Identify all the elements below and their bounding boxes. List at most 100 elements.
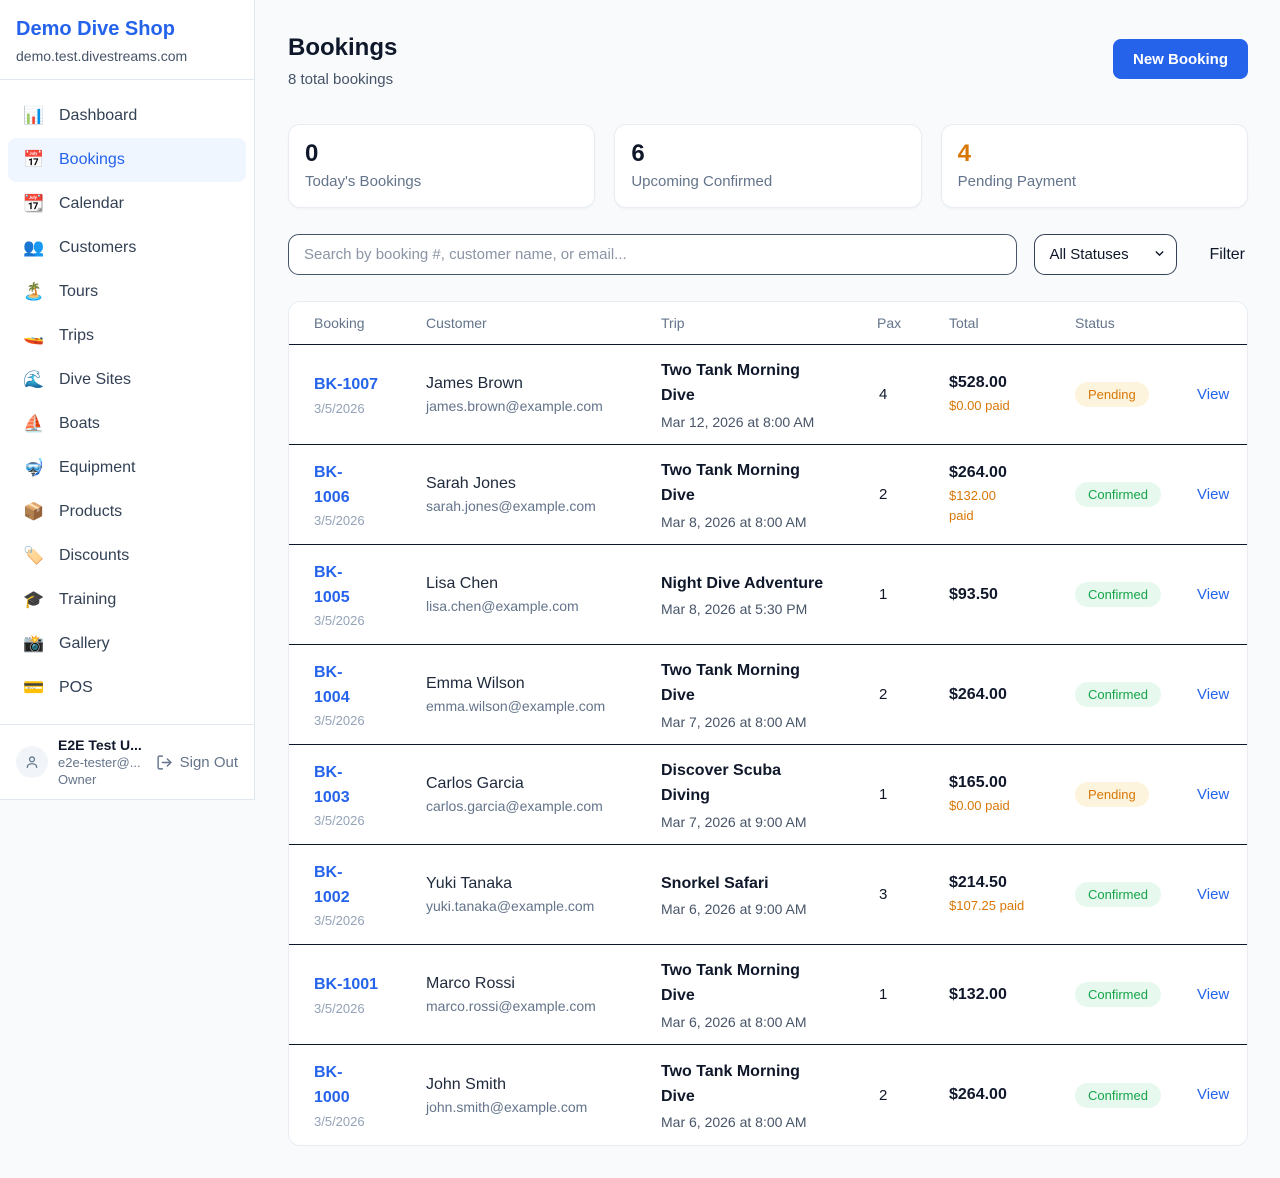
user-info: E2E Test U... e2e-tester@... Owner	[58, 737, 146, 787]
booking-date: 3/5/2026	[314, 513, 365, 529]
customer-email: yuki.tanaka@example.com	[426, 898, 595, 914]
booking-id-link[interactable]: BK- 1005	[314, 563, 350, 606]
filter-row: All Statuses Filter	[288, 234, 1248, 275]
status-badge: Confirmed	[1075, 982, 1161, 1007]
tag-icon: 🏷️	[23, 546, 45, 565]
diving-mask-icon: 🤿	[23, 458, 45, 477]
total-amount: $264.00	[949, 685, 1007, 703]
pax-count: 2	[879, 1086, 888, 1104]
status-select[interactable]: All Statuses	[1034, 234, 1178, 275]
view-link[interactable]: View	[1197, 985, 1230, 1003]
search-input[interactable]	[288, 234, 1018, 275]
stat-card-pending-payment: 4 Pending Payment	[940, 124, 1248, 208]
sidebar-item-equipment[interactable]: 🤿 Equipment	[8, 446, 246, 490]
stats-row: 0 Today's Bookings 6 Upcoming Confirmed …	[288, 124, 1248, 208]
view-link[interactable]: View	[1197, 685, 1230, 703]
view-link[interactable]: View	[1197, 585, 1230, 603]
booking-date: 3/5/2026	[314, 1113, 365, 1129]
status-badge: Pending	[1075, 782, 1149, 807]
sidebar-item-pos[interactable]: 💳 POS	[8, 666, 246, 710]
table-row: BK- 1000 3/5/2026 John Smith john.smith@ex…	[289, 1045, 1247, 1145]
sidebar-header: Demo Dive Shop demo.test.divestreams.com	[0, 0, 254, 80]
customers-icon: 👥	[23, 238, 45, 257]
stat-value: 0	[305, 140, 319, 167]
booking-id-link[interactable]: BK- 1003	[314, 763, 350, 806]
booking-date: 3/5/2026	[314, 613, 365, 629]
view-link[interactable]: View	[1197, 885, 1230, 903]
sign-out-icon	[157, 754, 172, 770]
sidebar-item-label: Discounts	[59, 547, 130, 564]
sign-out-label: Sign Out	[179, 753, 238, 771]
customer-name: John Smith	[426, 1075, 507, 1093]
sidebar-item-bookings[interactable]: 📅 Bookings	[8, 138, 246, 182]
user-name: E2E Test U...	[58, 737, 142, 753]
customer-name: Lisa Chen	[426, 575, 499, 592]
sidebar-item-products[interactable]: 📦 Products	[8, 490, 246, 534]
sidebar-item-label: POS	[59, 679, 93, 696]
trip-time: Mar 12, 2026 at 8:00 AM	[661, 413, 815, 430]
customer-email: marco.rossi@example.com	[426, 998, 596, 1014]
col-header-trip: Trip	[661, 315, 685, 331]
bookings-calendar-icon: 📅	[23, 150, 45, 169]
total-amount: $214.50	[949, 873, 1007, 891]
status-badge: Pending	[1075, 382, 1149, 407]
pax-count: 2	[879, 686, 888, 703]
view-link[interactable]: View	[1197, 385, 1230, 403]
sidebar: Demo Dive Shop demo.test.divestreams.com…	[0, 0, 255, 800]
trip-time: Mar 6, 2026 at 8:00 AM	[661, 1114, 807, 1131]
credit-card-icon: 💳	[23, 678, 45, 697]
sidebar-item-calendar[interactable]: 📆 Calendar	[8, 182, 246, 226]
stat-card-upcoming-confirmed: 6 Upcoming Confirmed	[614, 124, 922, 208]
booking-date: 3/5/2026	[314, 913, 365, 929]
sidebar-item-trips[interactable]: 🚤 Trips	[8, 314, 246, 358]
booking-id-link[interactable]: BK-1007	[314, 376, 379, 394]
sidebar-item-dive-sites[interactable]: 🌊 Dive Sites	[8, 358, 246, 402]
sidebar-item-label: Dive Sites	[59, 371, 132, 388]
booking-id-link[interactable]: BK- 1004	[314, 663, 350, 706]
sidebar-item-training[interactable]: 🎓 Training	[8, 578, 246, 622]
customer-name: Sarah Jones	[426, 475, 516, 492]
graduation-cap-icon: 🎓	[23, 590, 45, 609]
col-header-customer: Customer	[426, 315, 487, 331]
new-booking-button[interactable]: New Booking	[1112, 39, 1248, 79]
total-amount: $264.00	[949, 464, 1007, 481]
sidebar-item-gallery[interactable]: 📸 Gallery	[8, 622, 246, 666]
table-row: BK- 1006 3/5/2026 Sarah Jones sarah.jones@…	[289, 445, 1247, 545]
view-link[interactable]: View	[1197, 485, 1230, 503]
trip-name: Two Tank Morning Dive	[661, 662, 800, 704]
view-link[interactable]: View	[1197, 1086, 1230, 1103]
table-row: BK-1001 3/5/2026 Marco Rossi marco.rossi@e…	[289, 945, 1247, 1045]
customer-name: Carlos Garcia	[426, 775, 524, 792]
sign-out-button[interactable]: Sign Out	[156, 754, 238, 771]
sidebar-item-customers[interactable]: 👥 Customers	[8, 226, 246, 270]
filter-button[interactable]: Filter	[1209, 245, 1245, 263]
stat-card-todays-bookings: 0 Today's Bookings	[288, 124, 596, 208]
booking-id-link[interactable]: BK- 1006	[314, 463, 350, 506]
page-subtitle: 8 total bookings	[288, 71, 394, 88]
booking-id-link[interactable]: BK-1001	[314, 976, 379, 994]
bookings-table: Booking Customer Trip Pax Total Status B…	[288, 301, 1248, 1146]
booking-id-link[interactable]: BK- 1002	[314, 863, 350, 906]
pax-count: 1	[879, 986, 888, 1003]
total-amount: $528.00	[949, 373, 1007, 391]
booking-date: 3/5/2026	[314, 400, 365, 416]
customer-name: James Brown	[426, 375, 523, 392]
table-row: BK- 1003 3/5/2026 Carlos Garcia carlos.gar…	[289, 745, 1247, 845]
trip-name: Two Tank Morning Dive	[661, 1062, 800, 1105]
dashboard-icon: 📊	[23, 106, 45, 125]
person-icon	[26, 756, 38, 768]
sidebar-item-label: Customers	[59, 239, 137, 256]
col-header-status: Status	[1075, 315, 1115, 331]
status-select-wrap: All Statuses	[1034, 234, 1178, 275]
view-link[interactable]: View	[1197, 785, 1230, 803]
sidebar-user-footer: E2E Test U... e2e-tester@... Owner Sign …	[0, 724, 254, 799]
sidebar-item-discounts[interactable]: 🏷️ Discounts	[8, 534, 246, 578]
status-badge: Confirmed	[1075, 682, 1161, 707]
customer-name: Yuki Tanaka	[426, 875, 512, 892]
sidebar-item-label: Trips	[59, 327, 94, 344]
sidebar-item-dashboard[interactable]: 📊 Dashboard	[8, 94, 246, 138]
sidebar-item-tours[interactable]: 🏝️ Tours	[8, 270, 246, 314]
booking-id-link[interactable]: BK- 1000	[314, 1064, 350, 1106]
sidebar-item-boats[interactable]: ⛵ Boats	[8, 402, 246, 446]
customer-name: Marco Rossi	[426, 975, 515, 992]
